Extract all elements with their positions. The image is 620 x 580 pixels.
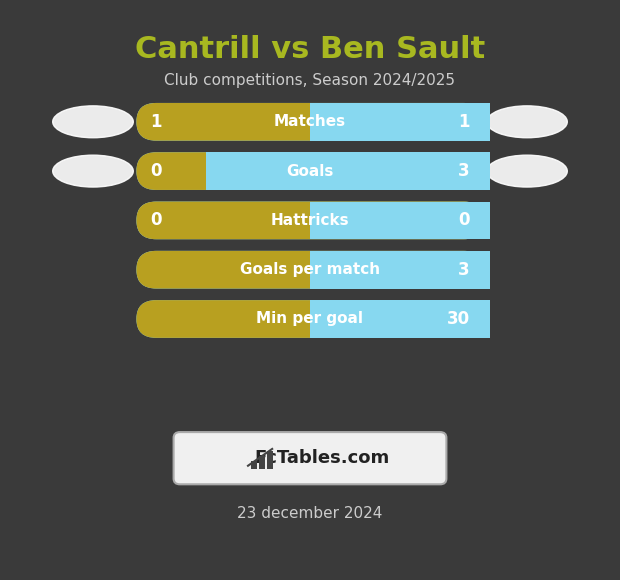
Bar	[310, 251, 490, 288]
Text: Hattricks: Hattricks	[271, 213, 349, 228]
Ellipse shape	[53, 106, 133, 137]
Ellipse shape	[53, 155, 133, 187]
FancyBboxPatch shape	[136, 103, 484, 140]
Text: 0: 0	[150, 162, 162, 180]
Ellipse shape	[487, 155, 567, 187]
Text: 23 december 2024: 23 december 2024	[237, 506, 383, 521]
Text: Matches: Matches	[274, 114, 346, 129]
Bar	[310, 103, 490, 140]
Bar	[310, 201, 490, 239]
FancyBboxPatch shape	[174, 432, 446, 484]
FancyBboxPatch shape	[136, 152, 484, 190]
Text: 3: 3	[458, 162, 470, 180]
Bar	[267, 451, 273, 469]
Text: 1: 1	[150, 113, 162, 131]
Bar	[206, 152, 490, 190]
Bar	[310, 300, 490, 338]
FancyBboxPatch shape	[136, 152, 484, 190]
FancyBboxPatch shape	[136, 300, 484, 338]
FancyBboxPatch shape	[136, 201, 484, 239]
FancyBboxPatch shape	[136, 251, 484, 288]
FancyBboxPatch shape	[136, 103, 484, 140]
Text: Club competitions, Season 2024/2025: Club competitions, Season 2024/2025	[164, 72, 456, 88]
Bar	[251, 461, 257, 469]
Ellipse shape	[487, 106, 567, 137]
Text: Min per goal: Min per goal	[257, 311, 363, 327]
Text: 3: 3	[458, 260, 470, 279]
Text: Goals per match: Goals per match	[240, 262, 380, 277]
Text: 0: 0	[458, 211, 470, 230]
FancyBboxPatch shape	[136, 251, 484, 288]
Text: 1: 1	[458, 113, 470, 131]
Bar	[259, 456, 265, 469]
Text: 0: 0	[150, 211, 162, 230]
FancyBboxPatch shape	[136, 201, 484, 239]
FancyBboxPatch shape	[136, 300, 484, 338]
Text: 30: 30	[447, 310, 470, 328]
Text: Cantrill vs Ben Sault: Cantrill vs Ben Sault	[135, 35, 485, 64]
Text: FcTables.com: FcTables.com	[255, 449, 390, 467]
Text: Goals: Goals	[286, 164, 334, 179]
